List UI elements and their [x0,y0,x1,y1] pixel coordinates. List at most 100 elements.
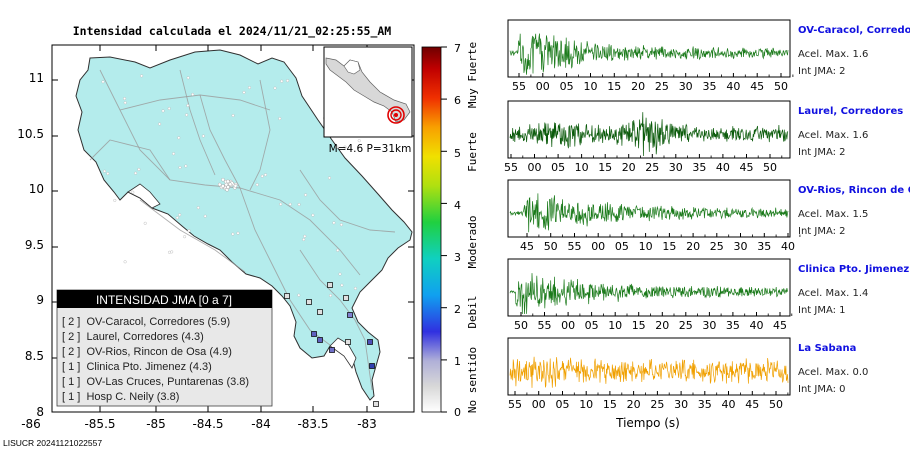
seismic-station-marker [329,347,335,353]
seismic-station-marker [327,282,333,288]
seismogram-tick-label: 45 [773,319,787,332]
lon-tick-label: -85 [146,417,166,431]
seismogram-tick-label: 35 [698,398,712,411]
time-axis-label: Tiempo (s) [615,416,680,430]
seismogram-tick-label: 20 [622,161,636,174]
lon-tick-label: -83 [357,417,377,431]
colorbar-category-label: Muy Fuerte [466,42,479,108]
page-title: Intensidad calculada el 2024/11/21_02:25… [73,24,392,39]
seismogram-tick-label: 40 [722,398,736,411]
seismogram-tick-label: 10 [639,240,653,253]
station-intensity: Int JMA: 0 [798,384,846,395]
lat-tick-label: 9.5 [25,238,44,252]
seismogram-tick-label: 30 [669,161,683,174]
dulce-gulf [329,337,357,369]
seismogram-tick-label: 00 [528,161,542,174]
legend-item: [ 2 ] OV-Rios, Rincon de Osa (4.9) [62,346,232,358]
seismogram-tick-label: 15 [607,80,621,93]
waveform-trace [509,33,789,75]
seismogram-frame [507,179,791,238]
seismogram-panel: 55 00 05 10 15 20 25 30 35 40 45 50 La Sabana Acel. M… [507,337,868,411]
seismic-station-marker [311,331,317,337]
station-intensity: Int JMA: 1 [798,305,846,316]
nicoya-gulf [127,183,161,209]
legend-item: [ 1 ] Clinica Pto. Jimenez (4.3) [62,361,212,373]
colorbar-tick-label: 2 [454,303,461,316]
seismogram-tick-label: 50 [763,161,777,174]
seismogram-panel: 50 55 00 05 10 15 20 25 30 35 40 45 Clinica Pto. Jim… [507,258,909,332]
seismogram-tick-label: 50 [514,319,528,332]
seismogram-tick-label: 25 [679,319,693,332]
lon-tick-label: -83.5 [297,417,328,431]
seismogram-tick-label: 40 [726,80,740,93]
seismogram-tick-label: 25 [650,398,664,411]
legend-item: [ 1 ] OV-Las Cruces, Puntarenas (3.8) [62,376,249,388]
seismogram-tick-label: 35 [726,319,740,332]
seismogram-tick-label: 55 [538,319,552,332]
station-accel: Acel. Max. 1.4 [798,288,868,299]
seismogram-tick-label: 05 [560,80,574,93]
seismogram-tick-label: 10 [584,80,598,93]
seismogram-tick-label: 45 [740,161,754,174]
seismogram-tick-label: 05 [585,319,599,332]
map-panel: 11 10.5 10 9.5 9 8.5 8 -86 -85.5 -85 -84… [17,44,415,431]
seismogram-tick-label: 10 [608,319,622,332]
lat-tick-label: 9 [36,293,44,307]
seismogram-tick-label: 35 [692,161,706,174]
station-intensity: Int JMA: 2 [798,226,846,237]
lon-tick-label: -86 [21,417,41,431]
seismogram-tick-label: 00 [591,240,605,253]
seismic-station-marker [317,337,323,343]
seismogram-tick-label: 30 [702,319,716,332]
lon-tick-label: -84.5 [192,417,223,431]
seismic-station-marker [317,309,323,315]
seismogram-tick-label: 15 [603,398,617,411]
seismogram-tick-label: 20 [655,319,669,332]
waveform-trace [509,273,789,315]
seismogram-tick-label: 20 [627,398,641,411]
colorbar-gradient [421,46,442,413]
seismogram-tick-label: 45 [750,80,764,93]
colorbar-category-label: Moderado [466,216,479,269]
station-name: Clinica Pto. Jimenez [798,264,909,275]
legend-item: [ 2 ] OV-Caracol, Corredores (5.9) [62,316,230,328]
seismogram-tick-label: 55 [508,398,522,411]
seismogram-tick-label: 30 [734,240,748,253]
station-intensity: Int JMA: 2 [798,66,846,77]
station-name: La Sabana [798,343,856,354]
lat-tick-label: 11 [29,71,44,85]
station-markers [284,282,379,407]
lat-tick-label: 10.5 [17,127,44,141]
seismogram-tick-label: 55 [512,80,526,93]
seismogram-tick-label: 15 [662,240,676,253]
lat-tick-label: 8 [36,405,44,419]
colorbar-tick-label: 4 [454,199,461,212]
seismogram-tick-label: 25 [645,161,659,174]
legend-item: [ 2 ] Laurel, Corredores (4.3) [62,331,204,343]
seismogram-tick-label: 00 [561,319,575,332]
seismogram-tick-label: 05 [615,240,629,253]
seismic-station-marker [306,299,312,305]
seismogram-tick-label: 55 [504,161,518,174]
seismogram-tick-label: 40 [716,161,730,174]
seismogram-tick-label: 55 [568,240,582,253]
seismogram-tick-label: 50 [544,240,558,253]
seismogram-tick-label: 30 [679,80,693,93]
seismogram-tick-label: 00 [532,398,546,411]
colorbar-category-label: No sentido [466,347,479,413]
colorbar-tick-label: 5 [454,147,461,160]
station-accel: Acel. Max. 0.0 [798,367,868,378]
waveform-trace [509,193,789,233]
seismogram-tick-label: 15 [598,161,612,174]
seismic-station-marker [367,339,373,345]
lat-tick-label: 8.5 [25,349,44,363]
station-accel: Acel. Max. 1.6 [798,130,868,141]
colorbar-tick-label: 7 [454,42,461,55]
station-intensity: Int JMA: 2 [798,147,846,158]
station-name: Laurel, Corredores [798,106,903,117]
lon-tick-label: -85.5 [84,417,115,431]
seismogram-tick-label: 50 [769,398,783,411]
map-frame [51,44,415,413]
colorbar-tick-label: 6 [454,94,461,107]
